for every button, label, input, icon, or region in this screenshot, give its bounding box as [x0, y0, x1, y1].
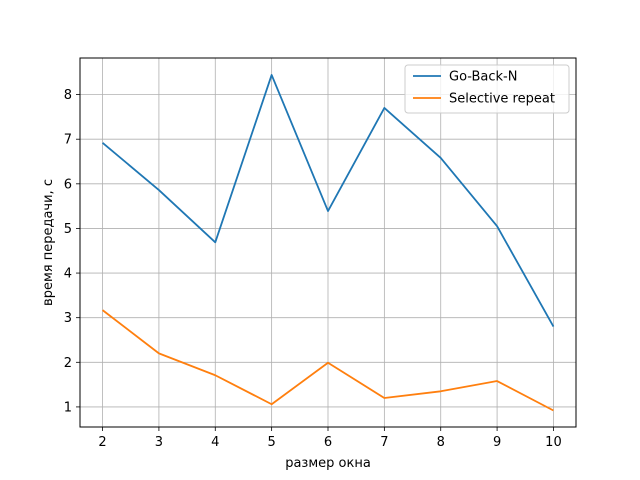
y-tick-label: 4: [64, 267, 72, 282]
x-tick-label: 9: [493, 435, 501, 450]
x-tick-label: 3: [155, 435, 163, 450]
series-line-1: [101, 74, 555, 328]
y-tick-label: 6: [64, 177, 72, 192]
x-tick-label: 6: [324, 435, 332, 450]
axis-ticks: 2 3 4 5 6 7 8 9 10 1 2 3 4 5 6 7 8: [64, 88, 562, 450]
x-tick-label: 2: [98, 435, 106, 450]
y-tick-label: 1: [64, 400, 72, 415]
y-axis-label: время передачи, с: [41, 179, 56, 306]
y-tick-label: 3: [64, 311, 72, 326]
x-tick-label: 5: [267, 435, 275, 450]
x-tick-label: 10: [545, 435, 562, 450]
legend: Go-Back-N Selective repeat: [404, 64, 570, 114]
series-line-2: [102, 309, 554, 412]
y-tick-label: 2: [64, 356, 72, 371]
x-tick-label: 4: [211, 435, 219, 450]
y-tick-label: 5: [64, 222, 72, 237]
y-tick-label: 7: [64, 133, 72, 148]
series-lines: [101, 74, 555, 412]
x-axis-label: размер окна: [285, 456, 371, 471]
x-tick-label: 8: [437, 435, 445, 450]
legend-label: Go-Back-N: [449, 70, 517, 85]
grid: [80, 58, 576, 427]
y-tick-label: 8: [64, 88, 72, 103]
x-tick-label: 7: [380, 435, 388, 450]
legend-box: [404, 64, 570, 114]
legend-label: Selective repeat: [449, 92, 555, 107]
